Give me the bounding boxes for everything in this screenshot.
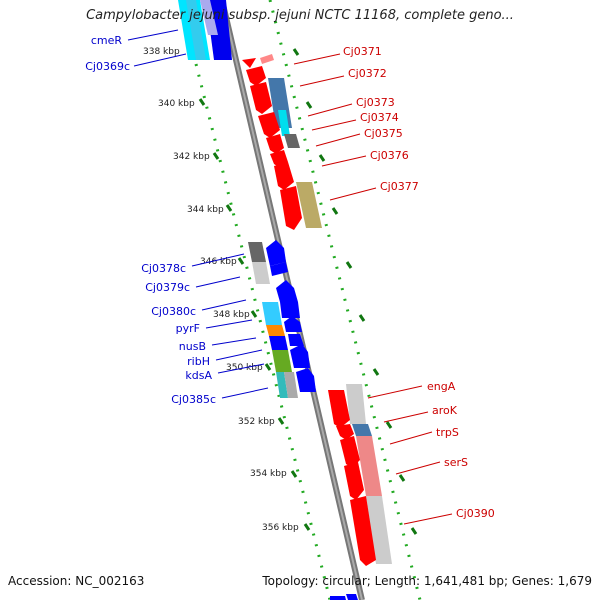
scale-ticks (187, 48, 418, 535)
gene-label-pyrF: pyrF (176, 322, 200, 335)
accession-text: Accession: NC_002163 (8, 574, 145, 588)
scale-dotted-lines (178, 0, 422, 600)
gene-label-Cj0369c: Cj0369c (85, 60, 130, 73)
scale-label: 340 kbp (158, 99, 195, 109)
scale-label: 356 kbp (262, 523, 299, 533)
gene-label-Cj0373: Cj0373 (356, 96, 395, 109)
gene-label-Cj0375: Cj0375 (364, 127, 403, 140)
scale-label: 352 kbp (238, 417, 275, 427)
gene-label-ribH: ribH (187, 355, 210, 368)
scale-label: 346 kbp (200, 257, 237, 267)
reverse-gene-labels: cmeR Cj0369c Cj0378c Cj0379c Cj0380c pyr… (85, 29, 269, 406)
reverse-arrows (266, 240, 358, 600)
gene-label-Cj0377: Cj0377 (380, 180, 419, 193)
gene-label-Cj0376: Cj0376 (370, 149, 409, 162)
gene-label-Cj0380c: Cj0380c (151, 305, 196, 318)
scale-label: 348 kbp (213, 310, 250, 320)
gene-label-Cj0374: Cj0374 (360, 111, 399, 124)
gene-label-kdsA: kdsA (185, 369, 212, 382)
gene-label-Cj0379c: Cj0379c (145, 281, 190, 294)
gene-label-Cj0371: Cj0371 (343, 45, 382, 58)
forward-gene-labels: Cj0371 Cj0372 Cj0373 Cj0374 Cj0375 Cj037… (293, 45, 495, 525)
gene-label-Cj0390: Cj0390 (456, 507, 495, 520)
gene-label-trpS: trpS (436, 426, 459, 439)
reverse-strand-features (178, 0, 298, 398)
scale-label: 354 kbp (250, 469, 287, 479)
scale-label: 338 kbp (143, 47, 180, 57)
gene-label-nusB: nusB (179, 340, 206, 353)
gene-label-Cj0378c: Cj0378c (141, 262, 186, 275)
gene-label-cmeR: cmeR (91, 34, 123, 47)
map-title: Campylobacter jejuni subsp. jejuni NCTC … (86, 8, 514, 23)
gene-label-Cj0385c: Cj0385c (171, 393, 216, 406)
gene-label-aroK: aroK (432, 404, 458, 417)
scale-label: 342 kbp (173, 152, 210, 162)
scale-label: 344 kbp (187, 205, 224, 215)
gene-label-serS: serS (444, 456, 468, 469)
forward-arrows (242, 58, 376, 566)
strip-background (170, 0, 435, 600)
gene-label-engA: engA (427, 380, 456, 393)
gene-label-Cj0372: Cj0372 (348, 67, 387, 80)
genome-summary-text: Topology: circular; Length: 1,641,481 bp… (262, 574, 592, 588)
